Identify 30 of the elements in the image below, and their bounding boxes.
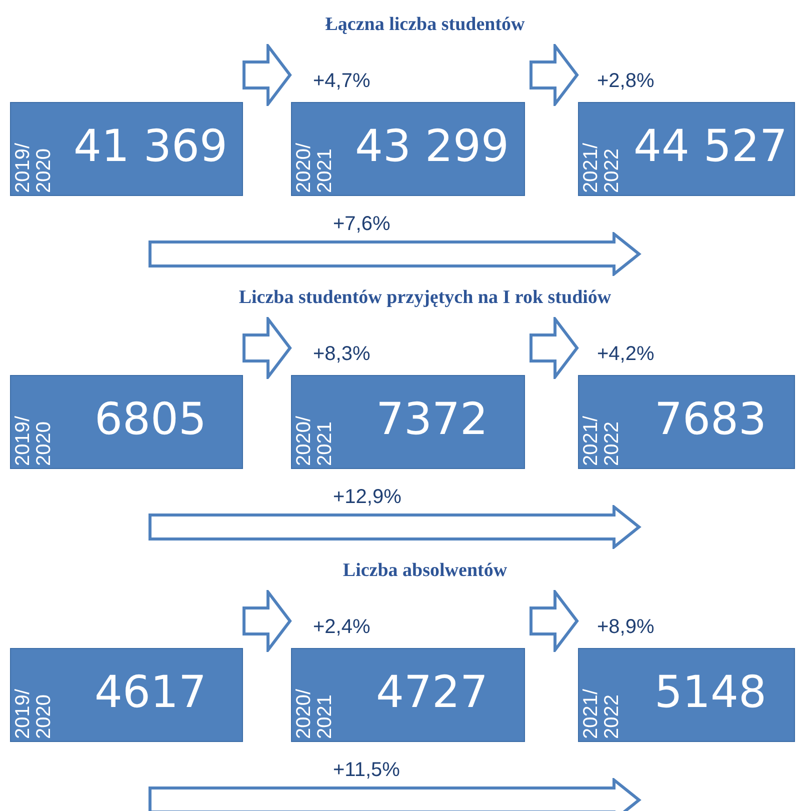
text: +2,4% [313, 616, 370, 639]
category-label: 2020/2021 [293, 414, 337, 466]
data-label: 44 527 [632, 121, 788, 172]
text: Liczba studentów przyjętych na I rok studiów [238, 287, 612, 309]
data-label: 43 299 [354, 121, 510, 172]
text: +8,9% [597, 616, 654, 639]
category-label: 2019/2020 [12, 142, 56, 193]
text: +11,5% [333, 759, 400, 782]
text: +4,2% [597, 343, 654, 366]
data-label: 4617 [94, 667, 208, 718]
data-label: 7683 [654, 394, 768, 445]
text: +4,7% [313, 70, 370, 93]
data-label: 41 369 [72, 121, 228, 172]
category-label: 2021/2022 [580, 142, 624, 193]
data-label: 6805 [94, 394, 208, 445]
text: Liczba absolwentów [342, 560, 508, 582]
data-label: 5148 [654, 667, 768, 718]
category-label: 2020/2021 [293, 142, 337, 193]
text: +8,3% [313, 343, 370, 366]
data-label: 4727 [375, 667, 489, 718]
category-label: 2019/2020 [12, 688, 56, 739]
text: +12,9% [333, 486, 402, 509]
text: Łączna liczba studentów [324, 14, 526, 36]
category-label: 2019/2020 [12, 414, 56, 466]
category-label: 2020/2021 [293, 688, 337, 739]
category-label: 2021/2022 [580, 688, 624, 739]
text: +7,6% [333, 213, 390, 236]
category-label: 2021/2022 [580, 414, 624, 466]
text: +2,8% [597, 70, 654, 93]
data-label: 7372 [375, 394, 489, 445]
